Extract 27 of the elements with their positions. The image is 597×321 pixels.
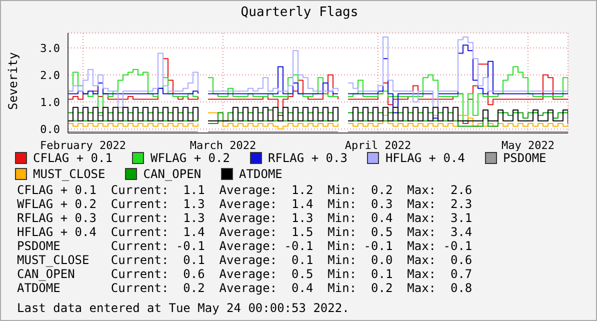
- text: MUST_CLOSE Current: 0.1 Average: 0.1 Min: 0.0 Max: 0.6: [17, 253, 472, 267]
- text: WFLAG + 0.2 Current: 1.3 Average: 1.4 Min: 0.3 Max: 2.3: [17, 197, 472, 211]
- legend-label: PSDOME: [502, 151, 546, 165]
- chart-title: Quarterly Flags: [240, 5, 360, 20]
- legend-label: WFLAG + 0.2: [150, 151, 230, 165]
- text: RFLAG + 0.3 Current: 1.3 Average: 1.3 Min: 0.4 Max: 3.1: [17, 211, 472, 225]
- text: HFLAG + 0.4 Current: 1.4 Average: 1.5 Min: 0.5 Max: 3.4: [17, 225, 472, 239]
- x-tick-label: April 2022: [344, 138, 412, 152]
- y-tick-label: 0.0: [40, 122, 60, 136]
- x-tick-label: February 2022: [40, 138, 126, 152]
- text: CFLAG + 0.1 Current: 1.1 Average: 1.2 Min: 0.2 Max: 2.6: [17, 183, 472, 197]
- text: PSDOME Current: -0.1 Average: -0.1 Min: -0.1 Max: -0.1: [17, 239, 472, 253]
- legend-label: CAN_OPEN: [143, 167, 202, 181]
- y-axis-title: Severity: [6, 52, 20, 110]
- legend-label: HFLAG + 0.4: [385, 151, 465, 165]
- y-tick-label: 1.0: [40, 96, 60, 109]
- text: ATDOME Current: 0.2 Average: 0.4 Min: 0.2 Max: 0.8: [17, 281, 472, 295]
- text: CAN_OPEN Current: 0.6 Average: 0.5 Min: 0.1 Max: 0.7: [17, 267, 472, 281]
- legend-label: RFLAG + 0.3: [268, 151, 348, 165]
- y-tick-label: 2.0: [40, 68, 60, 82]
- x-tick-label: March 2022: [190, 138, 256, 152]
- legend-label: MUST_CLOSE: [33, 167, 106, 181]
- y-tick-label: 3.0: [40, 42, 60, 55]
- x-tick-label: May 2022: [502, 138, 554, 152]
- text: Last data entered at Tue May 24 00:00:53 2022.: [17, 301, 350, 315]
- legend-label: CFLAG + 0.1: [33, 151, 112, 165]
- legend-label: ATDOME: [239, 167, 282, 181]
